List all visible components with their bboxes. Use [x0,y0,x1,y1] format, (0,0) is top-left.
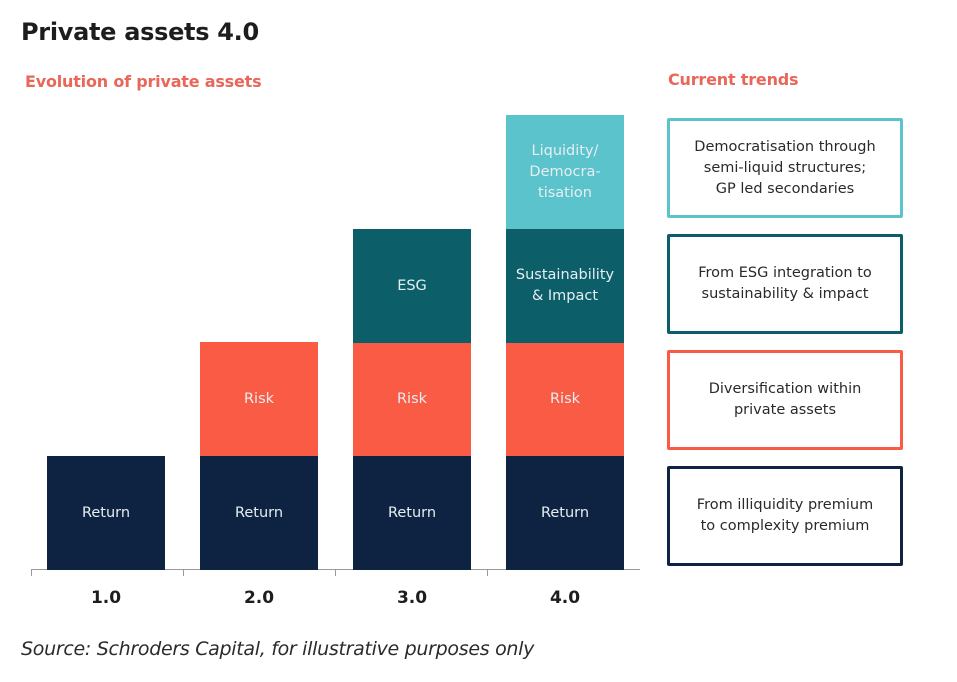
bar-segment-return-3-0: Return [353,456,471,570]
trends-heading: Current trends [668,70,799,89]
x-tick-label: 3.0 [396,588,428,608]
bar-segment-esg-3-0: ESG [353,229,471,343]
x-tick-label: 4.0 [549,588,581,608]
trend-box-complexity-premium: From illiquidity premium to complexity p… [667,466,903,566]
trend-box-liquidity: Democratisation through semi-liquid stru… [667,118,903,218]
x-axis-tick [335,569,336,576]
bar-segment-risk-4-0: Risk [506,342,624,456]
x-axis-tick [487,569,488,576]
source-note: Source: Schroders Capital, for illustrat… [21,638,535,660]
x-axis-tick [31,569,32,576]
chart-heading: Evolution of private assets [25,72,262,91]
bar-segment-return-4-0: Return [506,456,624,570]
trend-box-diversification: Diversification within private assets [667,350,903,450]
trend-box-sustainability: From ESG integration to sustainability &… [667,234,903,334]
bar-segment-risk-2-0: Risk [200,342,318,456]
bar-segment-return-1-0: Return [47,456,165,570]
x-tick-label: 2.0 [243,588,275,608]
x-axis-tick [183,569,184,576]
bar-segment-risk-3-0: Risk [353,342,471,456]
bar-segment-liquidity-4-0: Liquidity/ Democra- tisation [506,115,624,229]
page-title: Private assets 4.0 [21,18,259,46]
bar-segment-esg-4-0: Sustainability & Impact [506,229,624,343]
bar-segment-return-2-0: Return [200,456,318,570]
stacked-bar-chart: Return 1.0 Return Risk 2.0 Return Risk ESG 3.0 Re… [31,115,640,608]
x-tick-label: 1.0 [90,588,122,608]
